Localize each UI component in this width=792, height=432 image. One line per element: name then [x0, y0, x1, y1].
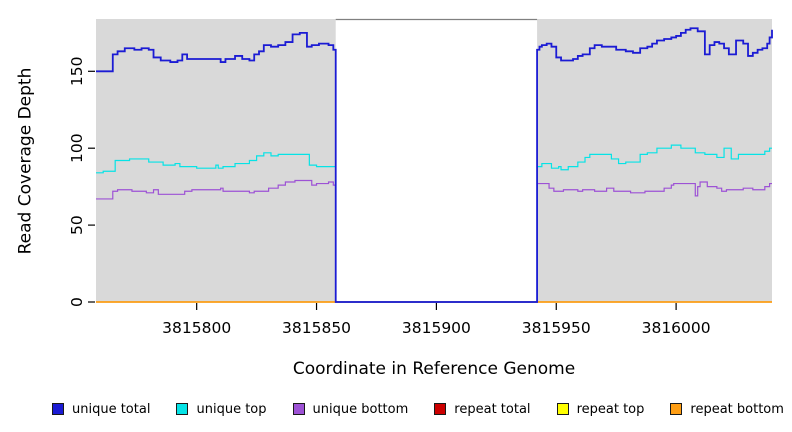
legend-item-unique-total: unique total [52, 402, 150, 417]
legend-item-repeat-bottom: repeat bottom [670, 402, 784, 417]
legend-item-unique-top: unique top [176, 401, 267, 417]
y-axis-tick-label: 50 [68, 215, 86, 235]
y-axis-tick-label: 0 [68, 297, 86, 307]
legend-label: repeat top [576, 401, 645, 417]
y-axis-title-text: Read Coverage Depth [15, 67, 36, 255]
legend-label: repeat total [454, 401, 531, 417]
legend-swatch-repeat-bottom [670, 403, 683, 415]
legend-label: unique total [72, 401, 151, 417]
x-axis-tick-label: 3815800 [162, 319, 231, 337]
legend-label: unique bottom [312, 401, 409, 417]
y-axis-tick-label: 100 [68, 133, 86, 163]
chart-legend: unique total unique top unique bottom repea… [52, 398, 784, 420]
y-axis-tick-label: 150 [68, 56, 86, 86]
x-axis-tick-label: 3815950 [522, 319, 591, 337]
y-axis-title: Read Coverage Depth [14, 19, 36, 303]
legend-item-unique-bottom: unique bottom [292, 401, 409, 417]
legend-swatch-repeat-top [556, 403, 569, 415]
legend-item-repeat-total: repeat total [434, 401, 531, 417]
legend-swatch-unique-bottom [292, 403, 305, 415]
x-axis-tick-label: 3816000 [642, 319, 711, 337]
series-line-unique-top [96, 144, 772, 303]
coverage-band [96, 19, 336, 302]
x-axis-title: Coordinate in Reference Genome [292, 359, 576, 379]
x-axis-tick-label: 3815850 [282, 319, 351, 337]
legend-item-repeat-top: repeat top [556, 401, 645, 417]
legend-swatch-unique-total [52, 403, 64, 415]
legend-swatch-unique-top [176, 403, 189, 415]
series-line-unique-total [96, 27, 773, 303]
x-axis-tick-label: 3815900 [402, 319, 471, 337]
series-line-unique-bottom [96, 179, 772, 303]
legend-label: repeat bottom [690, 401, 784, 417]
coverage-band [537, 19, 772, 302]
legend-label: unique top [196, 401, 267, 417]
legend-swatch-repeat-total [434, 403, 447, 415]
